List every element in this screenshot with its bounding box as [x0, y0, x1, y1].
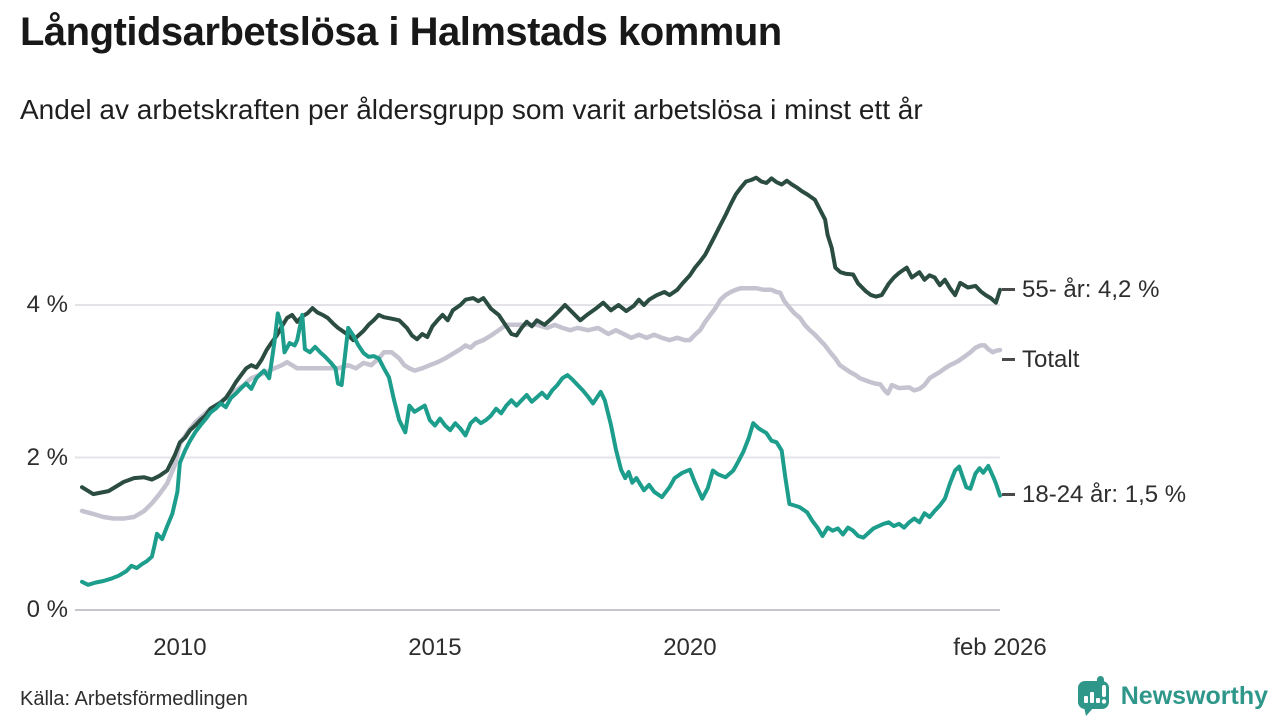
series-label-age55: 55- år: 4,2 %: [1002, 273, 1159, 307]
newsworthy-wordmark: Newsworthy: [1120, 681, 1268, 710]
y-tick-label-0: 0 %: [26, 596, 68, 623]
y-tick-label-2: 2 %: [26, 443, 68, 471]
series-tick-dash: [1002, 493, 1015, 497]
series-label-text: 18-24 år: 1,5 %: [1022, 480, 1187, 508]
source-label: Källa: Arbetsförmedlingen: [20, 688, 248, 710]
series-tick-dash: [1002, 288, 1015, 292]
x-tick-label-feb-2026: feb 2026: [953, 634, 1047, 661]
series-label-text: 55- år: 4,2 %: [1022, 275, 1160, 303]
line-18-24-ar: [80, 311, 1002, 587]
chart-title: Långtidsarbetslösa i Halmstads kommun: [20, 10, 782, 54]
line-55-plus: [80, 175, 1002, 497]
x-tick-label-2015: 2015: [408, 634, 462, 661]
chart-subtitle: Andel av arbetskraften per åldersgrupp s…: [20, 94, 923, 125]
x-tick-label-2020: 2020: [663, 634, 717, 661]
y-tick-label-4: 4 %: [26, 291, 68, 318]
series-tick-dash: [1002, 358, 1015, 362]
gridlines: [75, 304, 1000, 611]
series-label-age1824: 18-24 år: 1,5 %: [1002, 478, 1186, 512]
x-tick-label-2010: 2010: [153, 634, 207, 661]
series-label-text: Totalt: [1022, 345, 1080, 373]
newsworthy-logo: Newsworthy: [1077, 676, 1268, 716]
series-label-total: Totalt: [1002, 343, 1079, 377]
newsworthy-speech-bubble-bar-chart-icon: [1077, 676, 1109, 716]
